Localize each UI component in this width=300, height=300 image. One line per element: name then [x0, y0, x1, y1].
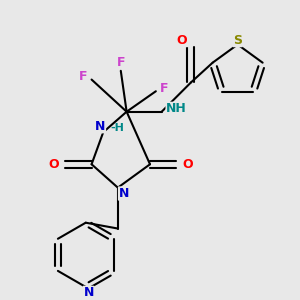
Text: -H: -H: [111, 123, 124, 133]
Text: F: F: [116, 56, 125, 68]
Text: O: O: [177, 34, 188, 46]
Text: F: F: [160, 82, 169, 95]
Text: N: N: [118, 187, 129, 200]
Text: N: N: [83, 286, 94, 299]
Text: S: S: [233, 34, 242, 46]
Text: N: N: [95, 120, 106, 133]
Text: O: O: [48, 158, 59, 171]
Text: F: F: [79, 70, 87, 83]
Text: O: O: [183, 158, 193, 171]
Text: NH: NH: [166, 102, 187, 115]
